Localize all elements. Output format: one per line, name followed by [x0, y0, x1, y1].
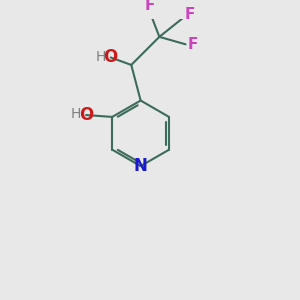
Text: O: O [103, 48, 118, 66]
Text: F: F [188, 37, 198, 52]
Text: O: O [79, 106, 93, 124]
Text: F: F [145, 0, 155, 13]
Text: H: H [70, 107, 81, 121]
Text: F: F [185, 7, 196, 22]
Text: H: H [95, 50, 106, 64]
Text: N: N [134, 157, 148, 175]
